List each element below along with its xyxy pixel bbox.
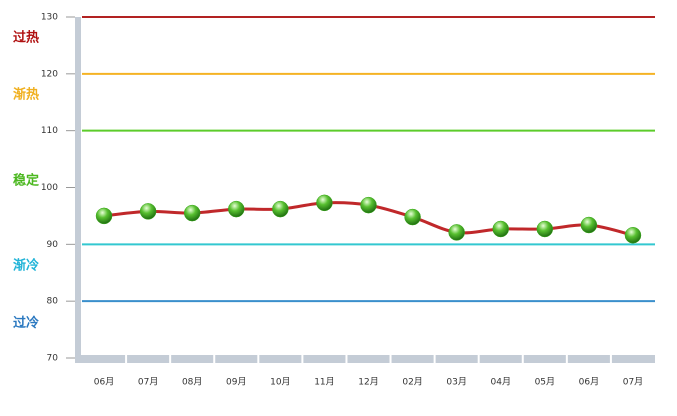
y-tick-label: 90 (47, 240, 59, 250)
y-tick-label: 120 (41, 69, 58, 79)
x-tick-label: 09月 (226, 377, 246, 388)
x-tick-label: 04月 (491, 377, 511, 388)
y-axis-bar (75, 17, 81, 363)
data-point (624, 226, 642, 244)
x-tick-label: 08月 (182, 377, 202, 388)
data-point (272, 200, 289, 218)
y-tick-label: 130 (41, 13, 58, 23)
x-axis-bar (75, 355, 655, 363)
data-point (404, 208, 421, 226)
data-point (183, 204, 201, 222)
data-point (492, 220, 509, 238)
x-tick-label: 02月 (402, 377, 422, 388)
zone-label: 渐热 (13, 86, 39, 102)
y-tick-label: 110 (41, 126, 58, 136)
x-tick-label: 10月 (270, 377, 290, 388)
zone-label: 过冷 (13, 315, 39, 331)
data-point (448, 224, 465, 241)
x-tick-label: 03月 (446, 377, 466, 388)
data-point (360, 196, 377, 214)
x-tick-label: 12月 (358, 377, 378, 388)
x-tick-label: 07月 (138, 377, 158, 388)
x-tick-label: 11月 (314, 377, 334, 388)
x-tick-label: 06月 (94, 377, 114, 388)
y-tick-label: 100 (41, 183, 58, 193)
x-tick-label: 06月 (579, 377, 599, 388)
data-point (228, 200, 245, 218)
data-point (139, 203, 157, 220)
data-point (580, 216, 598, 234)
data-point (95, 207, 113, 225)
y-tick-label: 70 (47, 354, 59, 364)
y-tick-label: 80 (47, 297, 59, 307)
data-point (316, 194, 333, 212)
zone-label: 稳定 (13, 173, 39, 189)
x-tick-label: 07月 (623, 377, 643, 388)
zone-label: 过热 (13, 30, 39, 46)
zone-label: 渐冷 (13, 257, 39, 273)
data-point (536, 220, 554, 238)
x-tick-label: 05月 (535, 377, 555, 388)
